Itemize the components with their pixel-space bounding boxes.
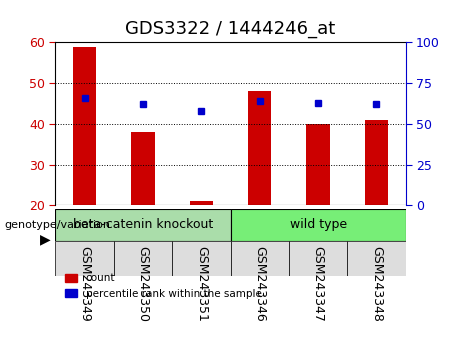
Title: GDS3322 / 1444246_at: GDS3322 / 1444246_at <box>125 21 336 39</box>
Bar <box>230 241 289 276</box>
Bar <box>365 120 388 205</box>
Text: ▶: ▶ <box>40 232 51 246</box>
Bar <box>131 132 154 205</box>
Bar <box>189 201 213 205</box>
Bar <box>172 241 230 276</box>
Text: GSM243346: GSM243346 <box>253 246 266 322</box>
Bar <box>55 241 114 276</box>
Bar <box>248 91 272 205</box>
Text: wild type: wild type <box>290 218 347 231</box>
Text: GSM243349: GSM243349 <box>78 246 91 322</box>
Text: GSM243351: GSM243351 <box>195 246 208 322</box>
Bar <box>114 241 172 276</box>
Bar <box>55 209 230 241</box>
Bar <box>289 241 347 276</box>
Bar <box>347 241 406 276</box>
Text: GSM243347: GSM243347 <box>312 246 325 322</box>
Text: GSM243350: GSM243350 <box>136 246 149 322</box>
Text: beta-catenin knockout: beta-catenin knockout <box>73 218 213 231</box>
Bar <box>307 124 330 205</box>
Text: genotype/variation: genotype/variation <box>5 220 111 230</box>
Bar <box>73 47 96 205</box>
Legend: count, percentile rank within the sample: count, percentile rank within the sample <box>60 269 266 303</box>
Text: GSM243348: GSM243348 <box>370 246 383 322</box>
Bar <box>230 209 406 241</box>
